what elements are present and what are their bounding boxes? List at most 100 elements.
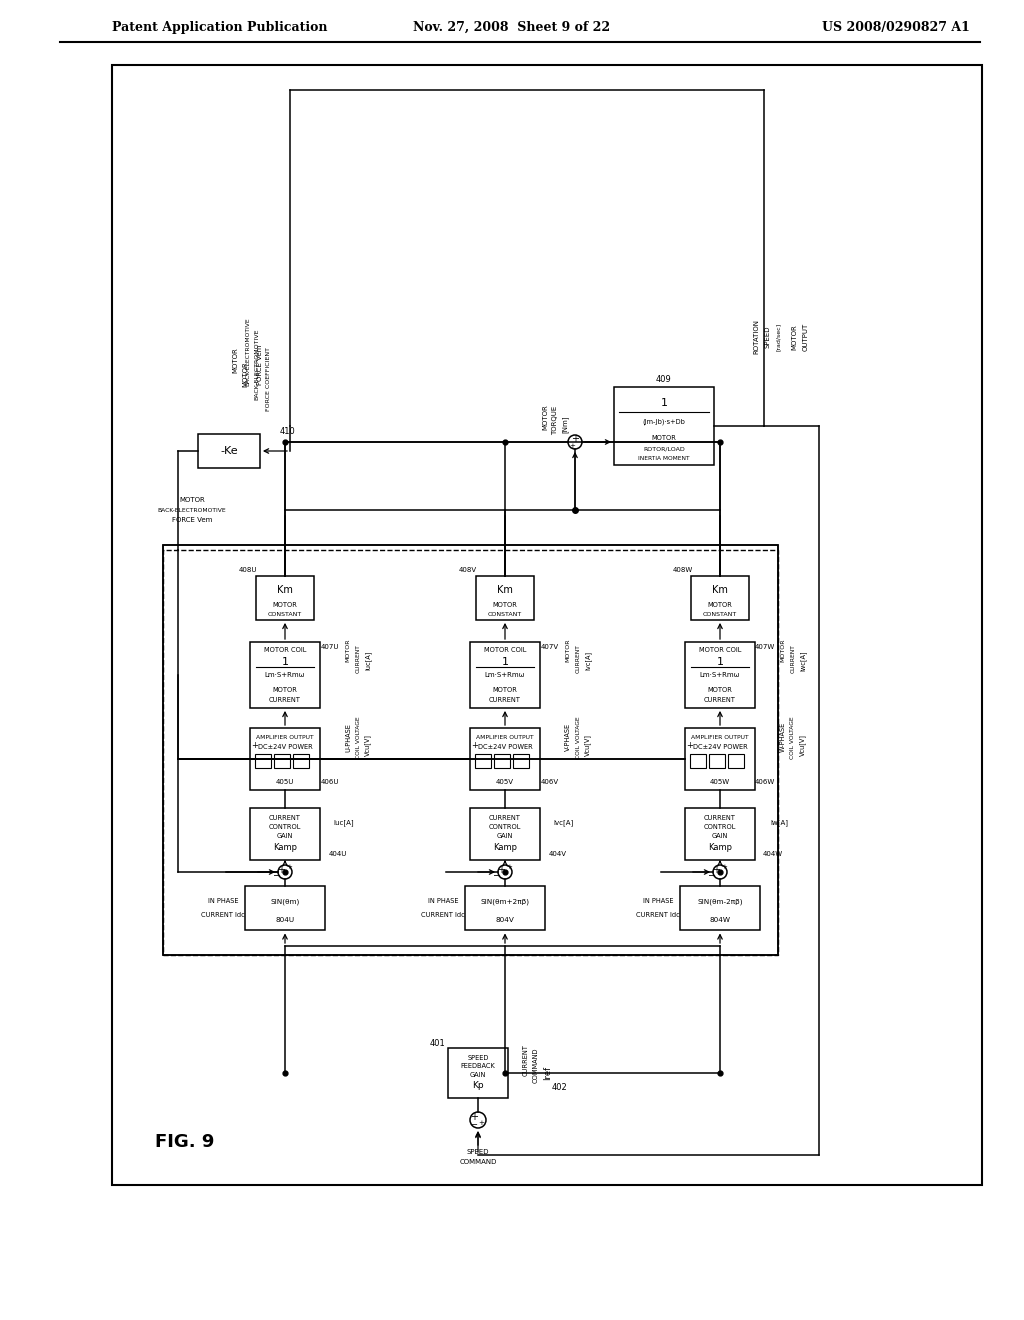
Text: CONTROL: CONTROL bbox=[703, 824, 736, 830]
Text: AMPLIFIER OUTPUT: AMPLIFIER OUTPUT bbox=[476, 735, 534, 739]
Text: AMPLIFIER OUTPUT: AMPLIFIER OUTPUT bbox=[691, 735, 749, 739]
Text: GAIN: GAIN bbox=[712, 833, 728, 840]
Text: CURRENT Idc: CURRENT Idc bbox=[636, 912, 680, 917]
Text: Patent Application Publication: Patent Application Publication bbox=[112, 21, 328, 33]
Text: SPEED: SPEED bbox=[765, 326, 771, 348]
Bar bbox=[256, 576, 314, 620]
Bar bbox=[470, 729, 540, 789]
Text: CURRENT: CURRENT bbox=[523, 1044, 529, 1076]
Text: GAIN: GAIN bbox=[497, 833, 513, 840]
Text: COIL VOLTAGE: COIL VOLTAGE bbox=[355, 715, 360, 759]
Text: +: + bbox=[686, 741, 693, 750]
Text: +: + bbox=[478, 1119, 484, 1126]
Text: 401: 401 bbox=[430, 1039, 445, 1048]
Text: CURRENT Idc: CURRENT Idc bbox=[201, 912, 245, 917]
Text: W-PHASE: W-PHASE bbox=[780, 722, 786, 752]
Text: 1: 1 bbox=[660, 397, 668, 408]
Text: Km: Km bbox=[278, 585, 293, 595]
Text: 408V: 408V bbox=[459, 568, 477, 573]
Text: FIG. 9: FIG. 9 bbox=[155, 1133, 214, 1151]
Text: 409: 409 bbox=[656, 375, 672, 384]
Bar bbox=[112, 65, 982, 1185]
Text: −: − bbox=[470, 1121, 477, 1130]
Text: MOTOR COIL: MOTOR COIL bbox=[698, 647, 741, 653]
Text: COIL VOLTAGE: COIL VOLTAGE bbox=[791, 715, 796, 759]
Text: 406U: 406U bbox=[321, 779, 339, 785]
Text: CONTROL: CONTROL bbox=[269, 824, 301, 830]
Text: IN PHASE: IN PHASE bbox=[208, 899, 239, 904]
Text: U-PHASE: U-PHASE bbox=[345, 723, 351, 751]
Bar bbox=[685, 808, 755, 861]
Text: CURRENT: CURRENT bbox=[575, 644, 581, 673]
Text: Km: Km bbox=[497, 585, 513, 595]
Text: MOTOR: MOTOR bbox=[179, 498, 205, 503]
Text: −: − bbox=[708, 871, 716, 880]
Text: Kp: Kp bbox=[472, 1081, 483, 1090]
Text: FORCE COEFFICIENT: FORCE COEFFICIENT bbox=[266, 347, 271, 411]
Bar bbox=[691, 576, 749, 620]
Text: +: + bbox=[252, 741, 258, 750]
Text: MOTOR: MOTOR bbox=[542, 404, 548, 430]
Bar bbox=[709, 754, 725, 768]
Text: Km: Km bbox=[712, 585, 728, 595]
Text: +: + bbox=[569, 444, 574, 449]
Text: OUTPUT: OUTPUT bbox=[803, 323, 809, 351]
Text: Vcu[V]: Vcu[V] bbox=[365, 734, 372, 756]
Text: 404V: 404V bbox=[549, 851, 567, 857]
Text: 406W: 406W bbox=[755, 779, 775, 785]
Text: −: − bbox=[273, 871, 281, 880]
Text: DC±24V POWER: DC±24V POWER bbox=[692, 743, 748, 750]
Text: MOTOR: MOTOR bbox=[272, 602, 297, 609]
Text: Iw[A]: Iw[A] bbox=[770, 820, 788, 826]
Text: (Jm-Jb)·s+Db: (Jm-Jb)·s+Db bbox=[643, 418, 685, 425]
Text: MOTOR COIL: MOTOR COIL bbox=[264, 647, 306, 653]
Text: CURRENT: CURRENT bbox=[269, 816, 301, 821]
Text: 404U: 404U bbox=[329, 851, 347, 857]
Text: +: + bbox=[278, 865, 285, 875]
Text: 1: 1 bbox=[717, 657, 724, 667]
Text: 407U: 407U bbox=[321, 644, 339, 649]
Text: SIN(θm+2πβ): SIN(θm+2πβ) bbox=[480, 898, 529, 904]
Bar bbox=[198, 434, 260, 469]
Text: CONSTANT: CONSTANT bbox=[702, 612, 737, 618]
Text: CURRENT: CURRENT bbox=[705, 697, 736, 704]
Bar bbox=[685, 729, 755, 789]
Bar bbox=[476, 576, 534, 620]
Text: 408W: 408W bbox=[673, 568, 693, 573]
Text: FORCE Vem: FORCE Vem bbox=[172, 517, 212, 523]
Text: Iuc[A]: Iuc[A] bbox=[334, 820, 354, 826]
Text: +: + bbox=[506, 865, 512, 870]
Text: Ivc[A]: Ivc[A] bbox=[554, 820, 574, 826]
Text: INERTIA MOMENT: INERTIA MOMENT bbox=[638, 457, 690, 461]
Text: CURRENT: CURRENT bbox=[355, 644, 360, 673]
Text: MOTOR COIL: MOTOR COIL bbox=[483, 647, 526, 653]
Text: Iref: Iref bbox=[544, 1067, 553, 1080]
Text: +: + bbox=[721, 865, 727, 870]
Text: Lm·S+Rmω: Lm·S+Rmω bbox=[265, 672, 305, 678]
Text: Iuc[A]: Iuc[A] bbox=[365, 651, 372, 671]
Bar bbox=[494, 754, 510, 768]
Text: Kamp: Kamp bbox=[493, 842, 517, 851]
Text: Kamp: Kamp bbox=[708, 842, 732, 851]
Text: 405W: 405W bbox=[710, 779, 730, 785]
Text: Iwc[A]: Iwc[A] bbox=[800, 651, 806, 671]
Bar bbox=[475, 754, 490, 768]
Bar bbox=[250, 729, 319, 789]
Text: −: − bbox=[493, 871, 501, 880]
Text: DC±24V POWER: DC±24V POWER bbox=[477, 743, 532, 750]
Text: Lm·S+Rmω: Lm·S+Rmω bbox=[699, 672, 740, 678]
Text: MOTOR: MOTOR bbox=[272, 688, 297, 693]
Bar bbox=[274, 754, 290, 768]
Text: +: + bbox=[712, 865, 720, 875]
Text: [Nm]: [Nm] bbox=[561, 416, 568, 433]
Text: MOTOR: MOTOR bbox=[493, 602, 517, 609]
Bar bbox=[449, 1048, 508, 1098]
Text: +: + bbox=[472, 741, 478, 750]
Bar bbox=[728, 754, 744, 768]
Text: CURRENT: CURRENT bbox=[489, 697, 521, 704]
Text: 405U: 405U bbox=[275, 779, 294, 785]
Text: Kamp: Kamp bbox=[273, 842, 297, 851]
Text: -Ke: -Ke bbox=[220, 446, 238, 455]
Text: AMPLIFIER OUTPUT: AMPLIFIER OUTPUT bbox=[256, 735, 313, 739]
Text: MOTOR: MOTOR bbox=[565, 638, 570, 661]
